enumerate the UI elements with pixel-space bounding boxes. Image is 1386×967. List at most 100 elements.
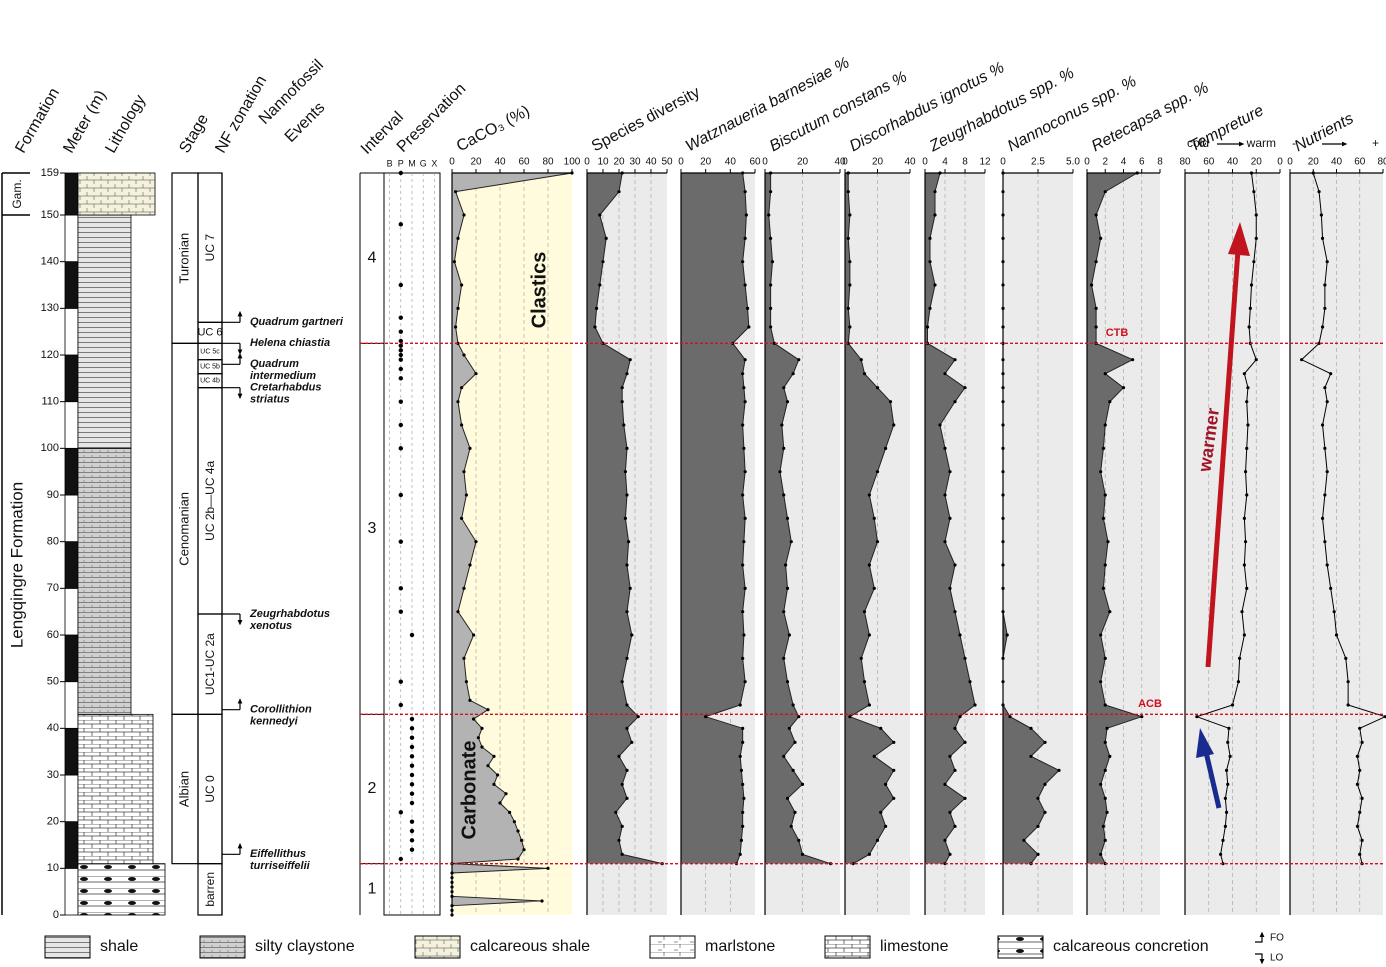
data-point — [1247, 325, 1251, 329]
data-point — [851, 862, 855, 866]
x-tick-label: 40 — [645, 157, 657, 168]
data-point — [1099, 633, 1103, 637]
data-point — [785, 516, 790, 520]
data-point — [630, 633, 634, 637]
data-point — [522, 848, 526, 852]
meter-bar-segment — [64, 727, 79, 776]
x-tick-label: 40 — [494, 157, 506, 168]
data-point — [460, 283, 464, 287]
data-point — [743, 586, 747, 590]
data-point — [1360, 796, 1364, 800]
data-point — [1094, 325, 1098, 329]
data-point — [474, 372, 478, 376]
preservation-dot — [409, 632, 415, 638]
data-point — [867, 563, 871, 567]
data-point — [948, 810, 952, 814]
x-tick-label: 20 — [470, 157, 482, 168]
data-point — [953, 726, 957, 730]
x-tick-label: 0 — [842, 157, 848, 168]
zone-label: UC 7 — [203, 234, 217, 262]
data-point — [1254, 213, 1258, 217]
data-point — [486, 708, 490, 712]
data-point — [1043, 782, 1047, 786]
data-point — [520, 838, 524, 842]
data-point — [1249, 283, 1254, 287]
data-point — [617, 754, 621, 758]
zone-label: UC 4b — [200, 378, 220, 385]
data-point — [1094, 213, 1098, 217]
data-point — [862, 372, 867, 376]
zone-label: UC 6 — [197, 327, 222, 339]
data-point — [846, 341, 850, 345]
data-point — [1323, 283, 1327, 287]
depth-tick-label: 80 — [47, 536, 59, 548]
data-point — [1089, 283, 1094, 287]
data-line — [847, 173, 895, 865]
preservation-dot — [409, 819, 415, 824]
preservation-dot — [398, 343, 403, 348]
data-point — [593, 325, 597, 329]
meter-bar-segment — [64, 821, 79, 869]
data-point — [1101, 516, 1106, 520]
x-tick-label: 0 — [1277, 157, 1283, 168]
data-point — [888, 400, 893, 404]
data-point — [1094, 306, 1098, 310]
data-point — [464, 493, 468, 497]
data-point — [1195, 715, 1199, 719]
data-point — [933, 283, 937, 287]
data-point — [1236, 680, 1241, 684]
data-point — [1320, 236, 1325, 240]
formation-label: Gam. — [10, 179, 24, 208]
data-point — [846, 190, 850, 194]
data-point — [770, 260, 775, 264]
x-tick-label: 0 — [1000, 157, 1006, 168]
depth-tick-label: 70 — [47, 582, 59, 594]
meter-bar-segment — [64, 307, 79, 356]
data-point — [462, 656, 466, 660]
x-tick-label: 5.0 — [1066, 157, 1080, 168]
depth-tick-label: 20 — [47, 816, 59, 828]
data-point — [778, 470, 782, 474]
data-point — [452, 260, 456, 264]
depth-tick-label: 0 — [53, 909, 59, 921]
data-point — [1036, 796, 1040, 800]
data-point — [1320, 516, 1325, 520]
data-point — [540, 899, 544, 903]
data-point — [1140, 715, 1144, 719]
data-point — [1131, 358, 1135, 362]
data-point — [872, 586, 876, 590]
preservation-dot — [398, 315, 403, 320]
data-point — [464, 680, 468, 684]
event-label: intermedium — [250, 370, 316, 382]
x-tick-label: 20 — [613, 157, 625, 168]
data-point — [1252, 260, 1256, 264]
data-point — [1334, 633, 1339, 637]
data-point — [462, 213, 466, 217]
data-point — [1043, 810, 1047, 814]
data-point — [516, 829, 520, 833]
preservation-dot — [398, 399, 403, 404]
data-point — [800, 852, 805, 856]
data-point — [875, 470, 880, 474]
data-point — [872, 516, 876, 520]
data-point — [741, 493, 745, 497]
x-tick-label: 40 — [725, 157, 737, 168]
data-point — [859, 656, 863, 660]
data-point — [867, 703, 871, 707]
data-point — [743, 190, 747, 194]
data-point — [872, 754, 876, 758]
data-point — [953, 610, 957, 614]
data-point — [1101, 824, 1106, 828]
data-point — [620, 400, 624, 404]
stage-label: Albian — [176, 771, 191, 807]
data-point — [630, 740, 634, 744]
meter-bar-segment — [64, 867, 79, 916]
data-point — [782, 493, 786, 497]
data-point — [1320, 423, 1325, 427]
data-point — [787, 633, 791, 637]
data-point — [892, 740, 896, 744]
data-point — [1243, 470, 1248, 474]
preservation-dot — [398, 338, 403, 344]
depth-tick-label: 90 — [47, 489, 59, 501]
